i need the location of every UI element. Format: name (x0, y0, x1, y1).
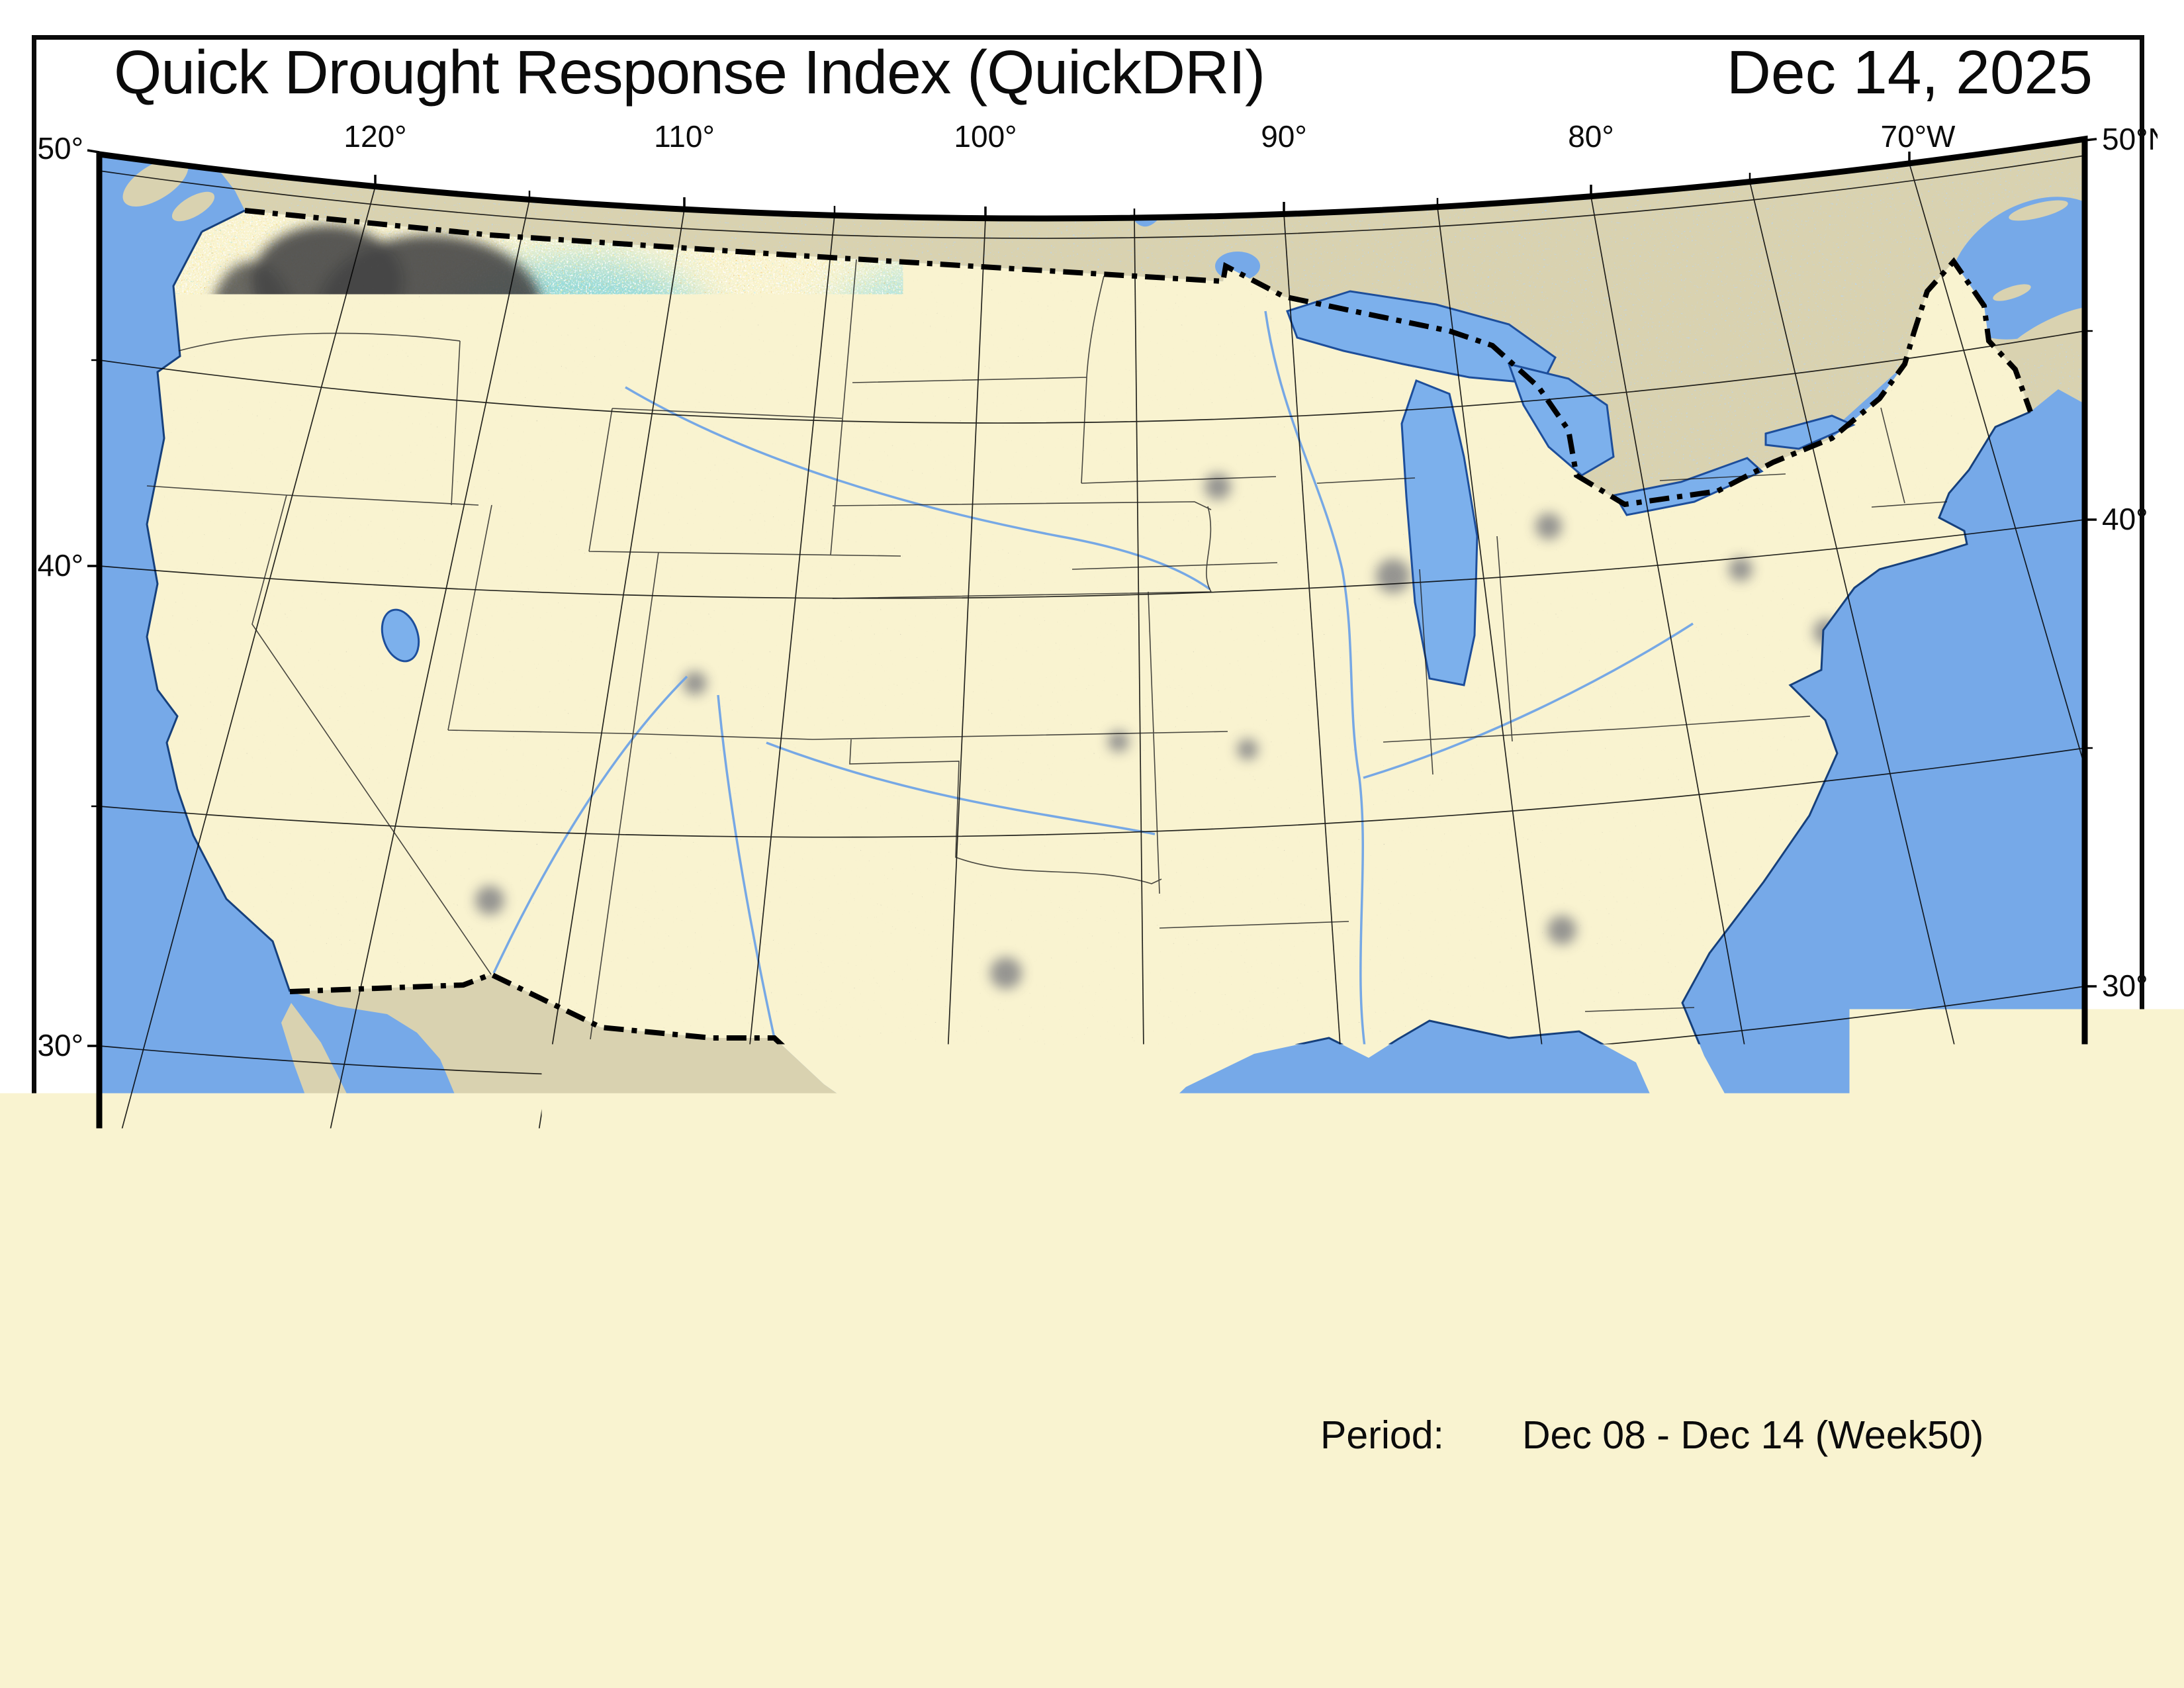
nldas-wordmark: NLDAS (504, 1387, 559, 1405)
legend-heading: Conditions Relative to 4-Week Historical… (101, 1443, 949, 1485)
lat-label-left-30: 30° (37, 1028, 83, 1062)
period-value: Dec 08 - Dec 14 (Week50) (1522, 1413, 1983, 1457)
legend-near-average-label: Near Average (222, 1497, 592, 1530)
lon-label-120: 120° (343, 119, 406, 154)
usda-field-icon (584, 1377, 696, 1406)
legend-wetter-gradient (222, 1548, 362, 1628)
period-label: Period: (1320, 1413, 1444, 1457)
nldas-badge-icon: NLDAS (494, 1333, 568, 1409)
unl-name: University of Nebraska - Lincoln (261, 1354, 480, 1391)
legend-tick (590, 1628, 592, 1644)
nasa-meatball-icon: NASA (604, 1236, 697, 1329)
page-title: Quick Drought Response Index (QuickDRI) (114, 37, 1265, 108)
nasa-logo: NASA (604, 1236, 697, 1332)
lon-label-110: 110° (654, 119, 715, 154)
lat-label-left-40: 40° (37, 548, 83, 583)
legend-label-out-of-season: Out of Season (1042, 1556, 1217, 1585)
lon-label-80: 80° (1568, 119, 1614, 154)
map-scale-label: Scale 1:18,050,000 (1827, 1361, 2078, 1391)
lat-label-right-40: 40° (2102, 502, 2148, 536)
lat-label-right-50n: 50°N (2102, 122, 2158, 156)
legend-label-urban: Urban (875, 1556, 950, 1585)
legend-label-nodata: NoData (1042, 1601, 1133, 1630)
quickdri-map-page: Quick Drought Response Index (QuickDRI) … (0, 0, 2184, 1688)
legend-swatch-urban (797, 1550, 862, 1588)
nebraska-n-icon: N (196, 1327, 237, 1380)
legend-wetter-label: Wetter (99, 1565, 187, 1597)
legend-swatch-water (797, 1595, 862, 1633)
nldas-logo: NLDAS (494, 1333, 568, 1413)
usda-wordmark: USDA (582, 1338, 697, 1377)
legend-swatch-out-of-season (965, 1550, 1029, 1588)
data-source-item: 4-Week Evaporative Stress Index (ESI) (1320, 1537, 1838, 1571)
usda-logo: USDA (582, 1338, 697, 1406)
legend-drier-label: Drier (619, 1565, 685, 1597)
legend-swatch-nodata (965, 1595, 1029, 1633)
usgs-waves-icon (114, 1237, 167, 1303)
hprcc-icon: HPRCC (115, 1334, 179, 1408)
legend-drier-gradient (409, 1548, 592, 1628)
lon-label-100: 100° (954, 119, 1017, 154)
lon-label-70w: 70°W (1881, 119, 1956, 154)
lat-label-left-50: 50° (37, 131, 83, 165)
agency-logos-box: USGS science for a changing world NDMC N… (101, 1223, 710, 1408)
hprcc-wordmark: HPRCC (116, 1386, 178, 1406)
data-source-item: 1-Month Standardized Precipitation Index… (1320, 1620, 1943, 1655)
legend-tick (222, 1628, 224, 1644)
data-sources-label: Data Sources: (1320, 1463, 1518, 1499)
usgs-wordmark: USGS (171, 1237, 343, 1288)
hprcc-logo: HPRCC (115, 1334, 179, 1411)
period-line: Period: Dec 08 - Dec 14 (Week50) (1320, 1413, 1983, 1458)
map-date: Dec 14, 2025 (1727, 37, 2093, 108)
ndmc-abbr: NDMC (375, 1269, 418, 1286)
lake-okeechobee (1729, 1156, 1749, 1176)
data-source-item: 1-Week Standardized Vegetation Index (eV… (1320, 1495, 1959, 1529)
legend-label-water: Water (875, 1601, 946, 1630)
calmit-full-name: Center for Advanced Land Management Info… (196, 1395, 480, 1429)
data-source-item: 1-Month Top 1-m Soil Moisture Anomaly (N… (1320, 1579, 2060, 1614)
calmit-unl-logo: N CALMIT University of Nebraska - Lincol… (196, 1316, 480, 1429)
legend-tick (408, 1628, 410, 1644)
lon-label-90: 90° (1261, 119, 1307, 154)
ndmc-line2: MITIGATION CENTER (433, 1268, 574, 1323)
divider (249, 1326, 250, 1382)
lat-label-right-30: 30° (2102, 968, 2148, 1003)
